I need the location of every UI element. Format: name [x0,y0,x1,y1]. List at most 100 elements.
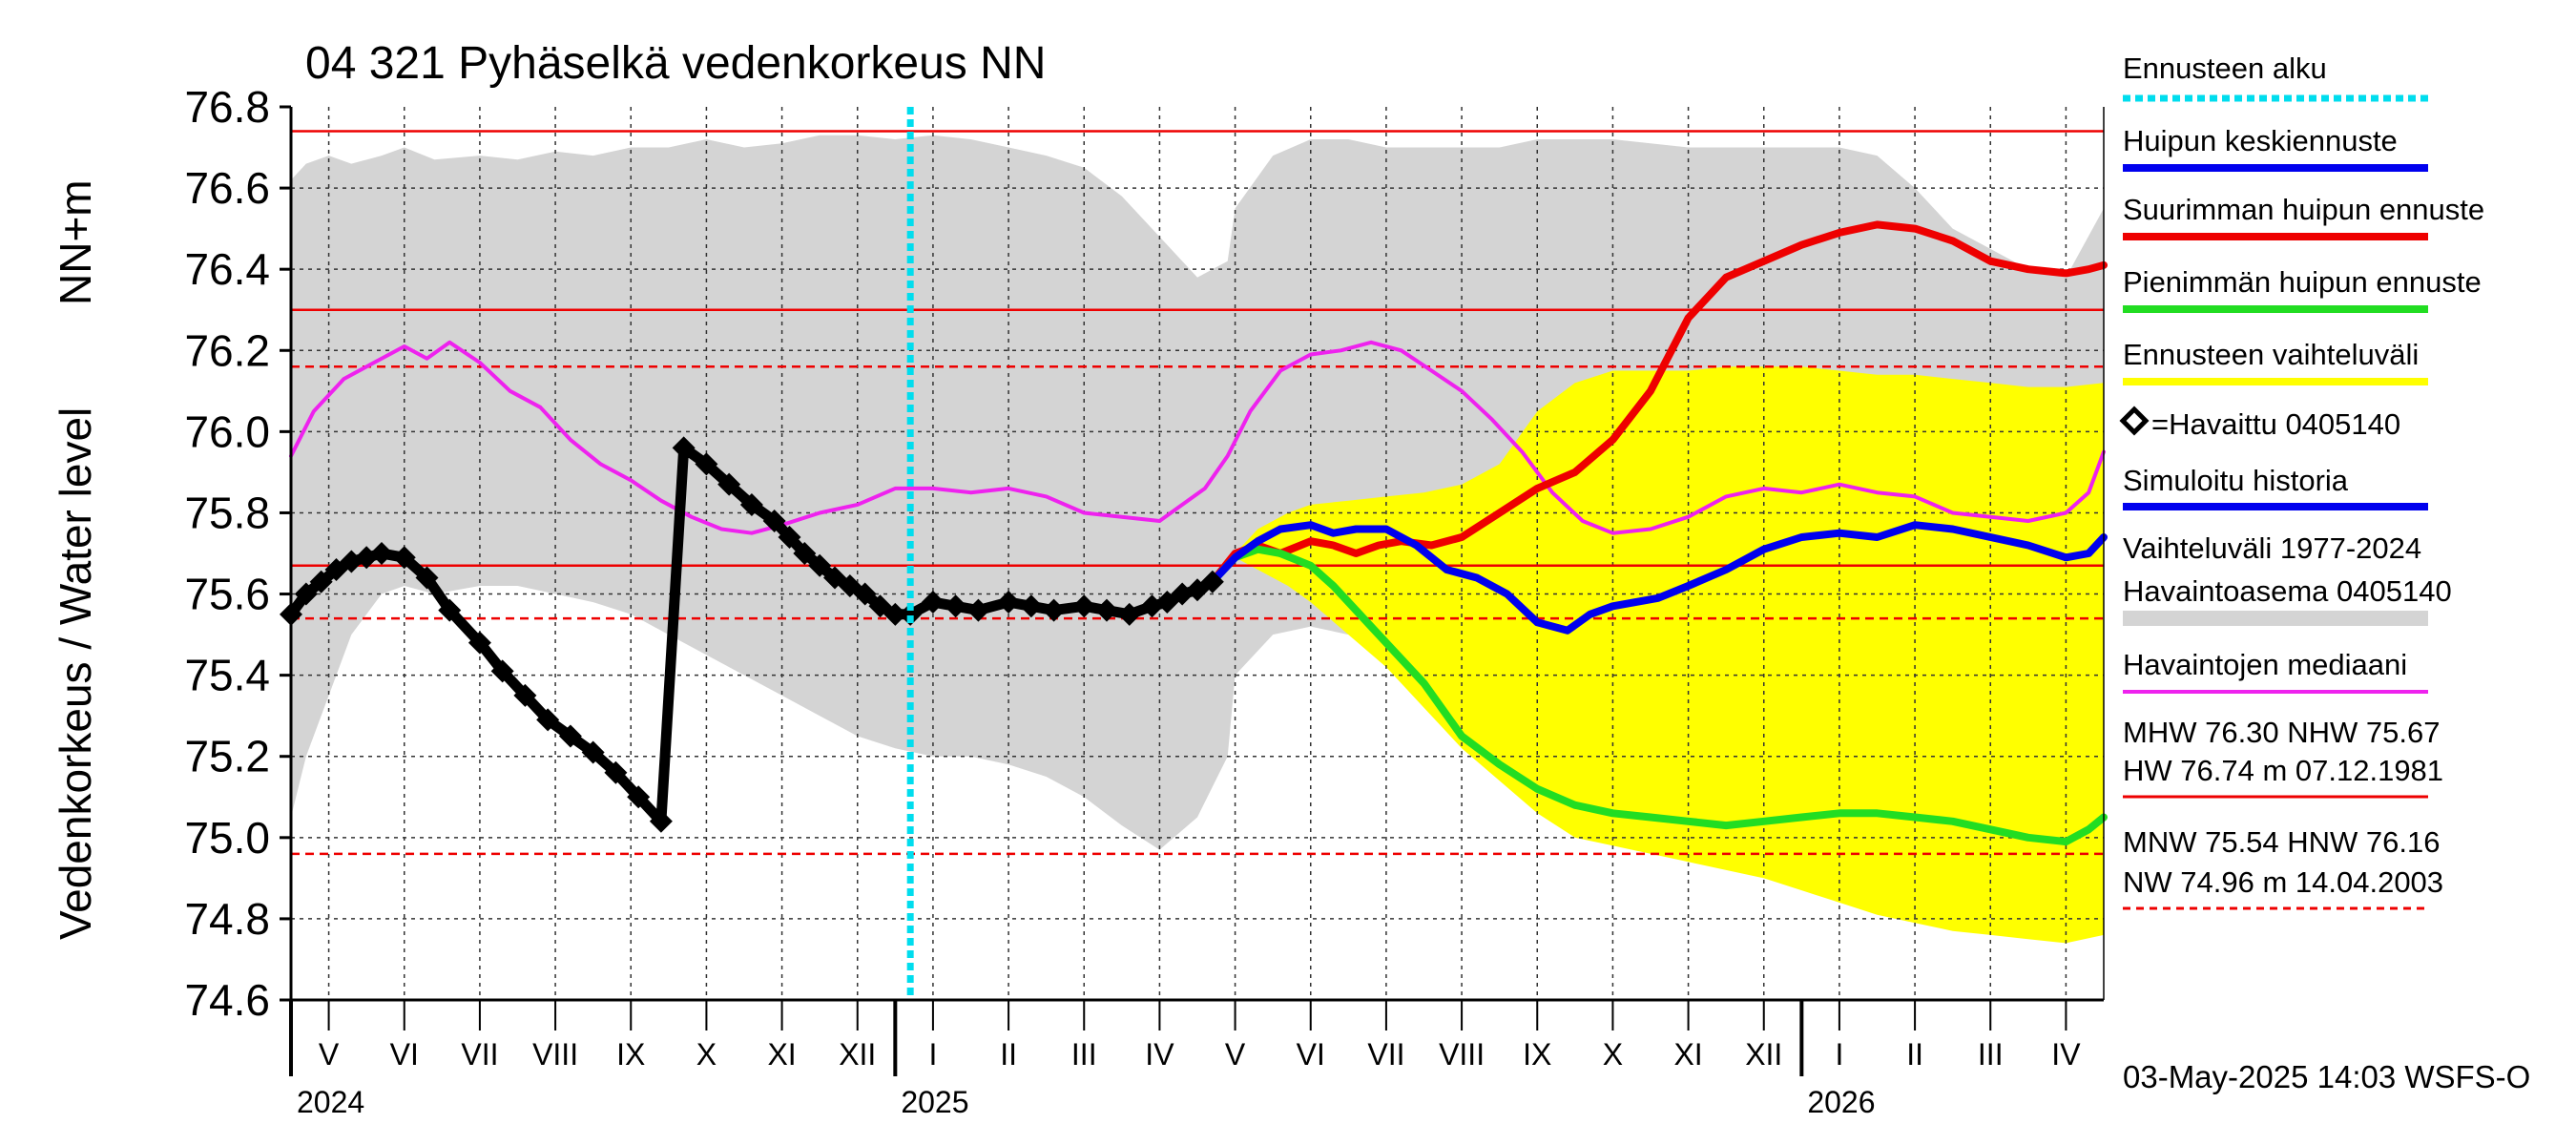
observed-point [695,452,718,476]
series-pienimm-n-huipun-ennuste [1208,545,2108,846]
y-tick-label: 74.8 [184,894,270,944]
x-month-label: II [1000,1037,1017,1072]
observed-point [921,591,945,614]
legend-label: Vaihteluväli 1977-2024 [2123,531,2421,565]
reference-lines [291,130,2104,856]
x-month-label: II [1906,1037,1923,1072]
observed-point [438,598,462,622]
x-month-label: III [1978,1037,2004,1072]
y-tick-label: 75.0 [184,813,270,863]
footer-timestamp: 03-May-2025 14:03 WSFS-O [2123,1059,2530,1094]
observed-point [1042,598,1066,622]
observed-point [649,809,673,833]
y-tick-label: 75.2 [184,732,270,781]
observed-point [467,631,491,655]
observed-point [1072,594,1096,618]
y-tick-label: 76.0 [184,406,270,456]
stats-line-3: MNW 75.54 HNW 76.16 [2123,825,2441,859]
chart-title: 04 321 Pyhäselkä vedenkorkeus NN [305,38,1046,89]
x-month-label: XI [767,1037,796,1072]
observed-point [627,785,651,809]
observed-point [1019,594,1043,618]
x-month-label: XI [1673,1037,1702,1072]
observed-point [490,659,514,683]
x-year-label: 2025 [901,1085,968,1119]
observed-point [604,760,628,784]
stats-line-1: MHW 76.30 NHW 75.67 [2123,716,2441,749]
forecast-range-band [1212,366,2104,944]
observed-point [294,582,318,606]
observed-point [392,546,416,570]
observed-point [1117,602,1141,626]
legend-label: Simuloitu historia [2123,464,2349,497]
stats-line-2: HW 76.74 m 07.12.1981 [2123,754,2443,787]
legend-observed-marker [2119,406,2150,436]
legend-label: Ennusteen alku [2123,52,2327,85]
legend-label: Huipun keskiennuste [2123,124,2398,157]
legend-label: =Havaittu 0405140 [2151,407,2400,441]
observed-point [899,602,923,626]
x-month-label: VII [461,1037,498,1072]
x-month-label: VIII [532,1037,578,1072]
series-havaintojen-mediaani [289,340,2106,535]
x-month-label: VIII [1439,1037,1485,1072]
x-month-label: X [1603,1037,1623,1072]
observed-point [823,566,846,590]
observed-point [883,602,907,626]
observed-point [309,570,333,593]
y-tick-label: 74.6 [184,975,270,1025]
x-month-label: X [696,1037,717,1072]
axes-layer: 76.8 76.6 76.4 76.2 76.0 75.8 75.6 75.4 75.2 75.0… [184,82,2105,1119]
legend: Ennusteen alku Huipun keskiennuste Suurimm… [2119,52,2484,694]
observed-point [997,591,1021,614]
x-month-label: III [1071,1037,1097,1072]
observed-point [778,525,801,549]
observed-point [966,598,990,622]
observed-point [739,492,763,516]
observed-point [838,574,862,598]
x-month-label: IV [1145,1037,1174,1072]
observed-point [513,683,537,707]
x-month-label: IX [1523,1037,1551,1072]
x-month-label: IX [616,1037,645,1072]
y-tick-label: 75.6 [184,570,270,619]
observed-point [1200,570,1224,593]
series-huipun-keskiennuste [1208,521,2108,635]
legend-label: Suurimman huipun ennuste [2123,193,2484,226]
observed-point [415,566,439,590]
x-month-label: V [319,1037,340,1072]
observed-point [536,708,560,732]
legend-label: Havaintoasema 0405140 [2123,574,2452,608]
y-axis-unit: NN+m [51,179,100,305]
observed-point [717,472,741,496]
observed-point [944,594,967,618]
observed-point [762,509,786,532]
x-year-label: 2026 [1807,1085,1875,1119]
y-tick-label: 76.8 [184,82,270,132]
observed-point [672,436,696,460]
observed-point [370,542,393,565]
y-tick-label: 75.8 [184,488,270,537]
x-month-label: V [1225,1037,1246,1072]
x-month-label: VII [1367,1037,1404,1072]
observed-point [793,542,817,565]
x-month-label: IV [2051,1037,2081,1072]
series-layer [280,220,2108,846]
observed-point [868,594,892,618]
y-tick-label: 76.2 [184,325,270,375]
x-month-label: I [1835,1037,1843,1072]
observed-point [1186,578,1209,602]
x-month-label: XII [839,1037,876,1072]
y-tick-label: 76.6 [184,163,270,213]
y-axis-label: Vedenkorkeus / Water level [51,407,100,940]
observed-point [558,724,582,748]
x-year-label: 2024 [297,1085,364,1119]
legend-label: Ennusteen vaihteluväli [2123,338,2419,371]
x-month-label: XII [1745,1037,1782,1072]
observed-point [853,582,877,606]
observed-point [581,740,605,764]
x-month-label: VI [390,1037,419,1072]
observed-point [808,553,832,577]
y-tick-label: 76.4 [184,244,270,294]
